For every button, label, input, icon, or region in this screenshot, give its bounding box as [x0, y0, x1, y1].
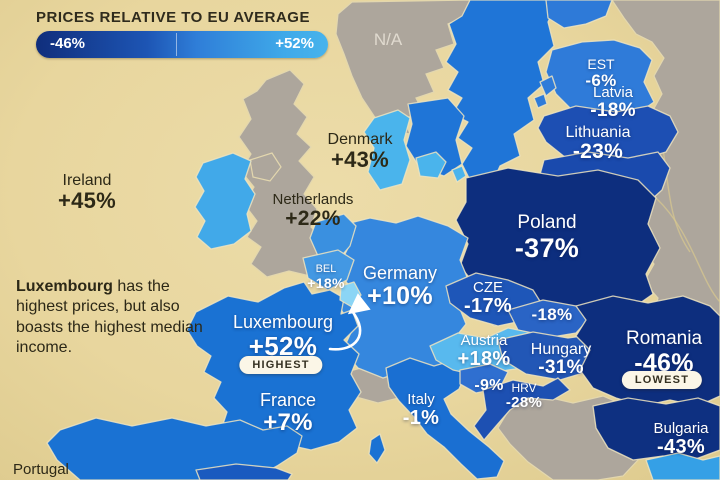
label-croatia: HRV -28%	[505, 381, 543, 411]
legend-divider	[176, 33, 178, 56]
region-northern-ireland	[249, 152, 282, 182]
label-italy: Italy -1%	[402, 391, 440, 430]
region-portugal	[195, 463, 293, 480]
label-austria: Austria +18%	[457, 332, 511, 371]
label-na: N/A	[373, 30, 403, 49]
region-estonia-islands	[533, 75, 557, 109]
label-latvia: Latvia -18%	[590, 84, 636, 122]
annotation-lead: Luxembourg	[16, 278, 113, 295]
region-denmark-islands	[415, 151, 467, 183]
label-denmark: Denmark +43%	[327, 131, 393, 173]
region-estonia	[545, 39, 655, 121]
label-poland: Poland -37%	[514, 212, 580, 263]
page-title: PRICES RELATIVE TO EU AVERAGE	[36, 9, 310, 26]
label-bulgaria: Bulgaria -43%	[653, 420, 709, 459]
label-slovakia: -18%	[531, 305, 573, 324]
annotation-text: Luxembourg has the highest prices, but a…	[16, 277, 214, 359]
region-bulgaria	[592, 397, 720, 461]
legend-gradient-bar: -46% +52%	[36, 31, 328, 58]
border-line	[655, 197, 720, 303]
region-latvia	[537, 105, 679, 167]
label-france: France +7%	[259, 390, 317, 437]
label-hungary: Hungary -31%	[530, 341, 592, 379]
label-luxembourg: Luxembourg +52%	[232, 312, 334, 362]
label-lithuania: Lithuania -23%	[565, 124, 631, 164]
label-netherlands: Netherlands +22%	[272, 191, 354, 231]
region-greece	[645, 452, 720, 480]
luxembourg-arrow	[328, 293, 371, 351]
label-romania: Romania -46%	[625, 328, 703, 377]
label-germany: Germany +10%	[362, 263, 438, 311]
highest-badge: HIGHEST	[239, 356, 323, 374]
region-croatia	[473, 377, 571, 441]
legend-min-label: -46%	[50, 35, 86, 52]
label-ireland: Ireland +45%	[57, 172, 117, 214]
annotation-rest: has the highest prices, but also boasts …	[16, 278, 203, 357]
region-ireland	[194, 152, 256, 250]
label-slovenia: -9%	[474, 377, 504, 394]
region-denmark	[363, 109, 411, 191]
region-corsica	[368, 433, 386, 464]
lowest-badge: LOWEST	[621, 371, 703, 389]
label-czechia: CZE -17%	[464, 279, 512, 318]
legend-max-label: +52%	[275, 35, 314, 52]
region-belgium	[302, 249, 355, 291]
region-finland	[545, 0, 613, 29]
region-sweden	[445, 0, 559, 185]
label-portugal: Portugal	[13, 461, 69, 478]
label-estonia: EST -6%	[585, 56, 617, 91]
label-belgium: BEL +18%	[307, 263, 345, 291]
